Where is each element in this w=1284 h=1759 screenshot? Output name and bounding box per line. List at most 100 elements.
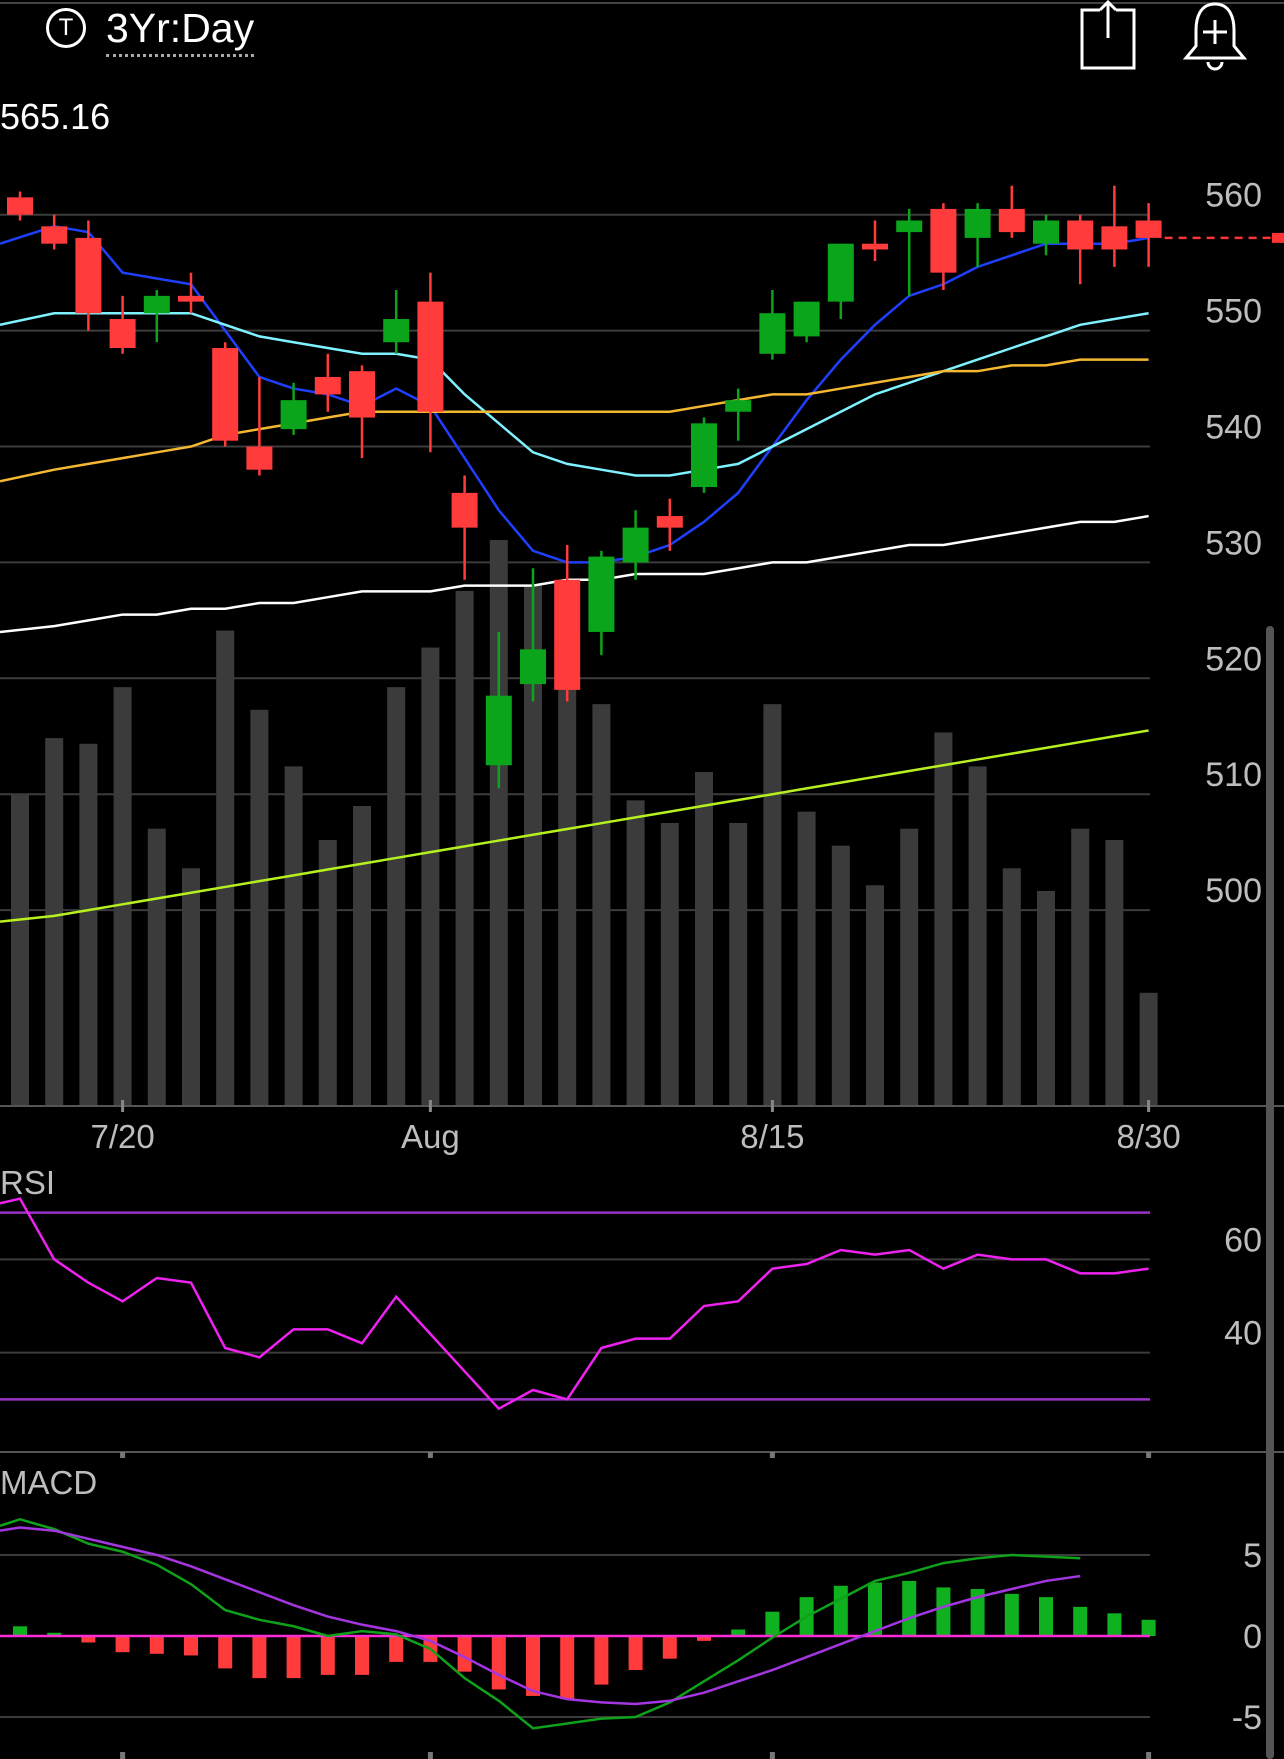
macd-histogram-bar [13, 1626, 27, 1636]
macd-histogram-bar [731, 1629, 746, 1636]
candle-body [998, 208, 1025, 233]
volume-bar [660, 823, 679, 1106]
macd-histogram-bar [697, 1636, 711, 1641]
x-tick-label: 8/15 [740, 1118, 804, 1155]
candle-body [314, 376, 341, 395]
macd-histogram-bar [1039, 1597, 1053, 1636]
rsi-panel: RSI 40 60 [0, 1164, 1284, 1458]
moving-average-line [0, 514, 1149, 634]
candle-body [964, 208, 991, 238]
volume-bar [558, 653, 577, 1106]
volume-bar [524, 585, 542, 1106]
volume-bar [1139, 992, 1158, 1106]
candle-body [109, 319, 136, 348]
macd-histogram-bar [491, 1636, 506, 1690]
candle-body [896, 220, 923, 233]
x-tick-label: 8/30 [1116, 1118, 1180, 1155]
moving-average-line [0, 358, 1149, 483]
macd-histogram-bar [662, 1636, 677, 1659]
volume-bar [626, 800, 645, 1106]
candle-body [588, 556, 615, 632]
volume-bar [45, 738, 64, 1106]
volume-bar [900, 828, 919, 1106]
macd-histogram-bar [389, 1636, 404, 1662]
candle-body [7, 197, 33, 215]
volume-bar [489, 540, 508, 1106]
candlesticks [7, 185, 1284, 1759]
macd-histogram-bar [1107, 1613, 1122, 1636]
macd-histogram-bar [1073, 1606, 1088, 1636]
timeframe-selector[interactable]: 3Yr:Day [106, 4, 255, 57]
candle-body [178, 295, 204, 302]
alert-add-icon[interactable] [1182, 0, 1248, 72]
macd-histogram-bar [526, 1636, 540, 1696]
macd-histogram-bar [628, 1636, 643, 1671]
volume-bar [353, 806, 371, 1106]
macd-histogram-bar [320, 1636, 335, 1675]
candle-body [280, 400, 307, 430]
macd-tick-label: 0 [1243, 1618, 1262, 1656]
volume-bar [1002, 868, 1021, 1106]
volume-bar [147, 828, 166, 1106]
candle-body [793, 301, 820, 337]
candle-body [1135, 220, 1162, 238]
volume-bar [1037, 890, 1055, 1106]
macd-tick-label: -5 [1232, 1699, 1262, 1737]
macd-histogram-bar [218, 1636, 233, 1669]
candle-body [691, 423, 717, 488]
volume-bar [797, 811, 816, 1106]
candle-body [75, 237, 102, 314]
price-grid [0, 2, 1284, 912]
volume-bars [11, 540, 1158, 1106]
volume-bar [1071, 828, 1090, 1106]
volume-bar [455, 590, 474, 1106]
moving-average-line [0, 311, 1149, 477]
macd-histogram-bar [765, 1611, 780, 1636]
scrollbar [1266, 626, 1274, 1759]
macd-title: MACD [0, 1464, 97, 1501]
macd-line [0, 1518, 1081, 1730]
volume-bar [182, 868, 200, 1106]
candle-body [930, 208, 957, 273]
volume-bar [695, 772, 713, 1106]
macd-histogram-bar [970, 1589, 985, 1636]
share-icon[interactable] [1078, 0, 1138, 72]
candle-body [759, 313, 786, 354]
candle-body [212, 348, 239, 441]
volume-bar [934, 732, 953, 1106]
moving-average-line [0, 225, 1149, 564]
volume-bar [592, 704, 611, 1106]
macd-histogram-bar [184, 1636, 198, 1656]
volume-bar [421, 647, 440, 1106]
volume-bar [216, 630, 235, 1106]
macd-signal-line [0, 1526, 1081, 1706]
volume-bar [729, 823, 748, 1106]
candle-body [1101, 226, 1128, 250]
candle-body [246, 446, 273, 470]
volume-bar [387, 687, 406, 1106]
candle-body [554, 579, 581, 690]
candle-body [451, 492, 478, 528]
moving-average-lines [0, 225, 1149, 923]
macd-histogram-bar [81, 1636, 96, 1643]
x-tick-label: 7/20 [90, 1118, 154, 1155]
ticker-type-icon[interactable]: T [46, 8, 86, 48]
rsi-tick-label: 60 [1224, 1221, 1262, 1259]
macd-histogram-bar [286, 1636, 301, 1679]
candle-body [485, 695, 512, 766]
macd-histogram-bar [902, 1580, 917, 1636]
volume-bar [11, 794, 29, 1106]
candle-body [520, 649, 546, 685]
volume-bar [79, 743, 98, 1106]
rsi-tick-label: 40 [1224, 1315, 1262, 1353]
candle-body [1067, 220, 1094, 250]
candle-body [725, 400, 752, 412]
macd-tick-label: 5 [1243, 1537, 1262, 1575]
candle-body [656, 516, 683, 528]
volume-bar [763, 704, 782, 1106]
volume-bar [113, 687, 132, 1106]
candle-body [41, 226, 68, 244]
macd-histogram-bar [1141, 1619, 1156, 1636]
macd-histogram-bar [457, 1636, 472, 1672]
